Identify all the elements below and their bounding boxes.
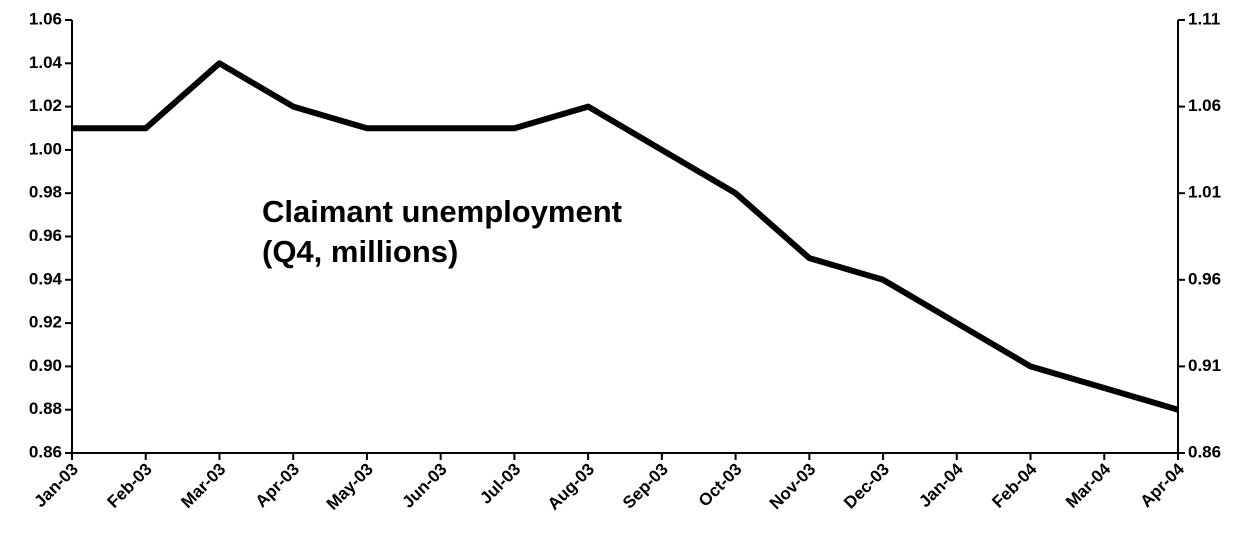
x-tick-label: Mar-03 <box>177 460 229 512</box>
x-tick-label: Nov-03 <box>766 460 820 514</box>
y-tick-label: 0.94 <box>29 269 63 288</box>
x-tick-label: May-03 <box>323 460 377 514</box>
x-tick-label: Jan-04 <box>915 459 967 511</box>
y-tick-label: 1.04 <box>29 53 63 72</box>
x-tick-label: Aug-03 <box>544 460 598 514</box>
y-tick-label: 0.96 <box>29 226 62 245</box>
x-tick-label: Feb-04 <box>988 459 1041 512</box>
y-tick-label: 1.00 <box>29 139 62 158</box>
x-tick-label: Feb-03 <box>104 460 156 512</box>
data-line <box>72 60 1179 413</box>
annotation: (Q4, millions) <box>262 234 458 269</box>
y-tick-label: 0.98 <box>29 183 62 202</box>
y2-tick-label: 0.91 <box>1188 356 1221 375</box>
x-tick-label: Apr-04 <box>1136 459 1188 511</box>
y-tick-label: 1.06 <box>29 9 62 28</box>
x-tick-label: Mar-04 <box>1062 459 1115 512</box>
y-tick-label: 0.86 <box>29 442 62 461</box>
y-tick-label: 0.92 <box>29 313 62 332</box>
x-tick-label: Sep-03 <box>619 460 672 513</box>
x-tick-label: Dec-03 <box>840 460 893 513</box>
y2-tick-label: 1.06 <box>1188 96 1221 115</box>
x-tick-label: Jan-03 <box>30 460 82 512</box>
x-tick-label: Oct-03 <box>695 460 746 511</box>
y2-tick-label: 1.01 <box>1188 183 1221 202</box>
y2-tick-label: 0.96 <box>1188 269 1221 288</box>
y-tick-label: 1.02 <box>29 96 62 115</box>
annotation: Claimant unemployment <box>262 194 622 229</box>
x-tick-label: Jul-03 <box>476 460 524 508</box>
y-tick-label: 0.88 <box>29 399 62 418</box>
y-tick-label: 0.90 <box>29 356 62 375</box>
x-tick-label: Apr-03 <box>252 460 304 512</box>
y2-tick-label: 0.86 <box>1188 442 1221 461</box>
y2-tick-label: 1.11 <box>1188 9 1220 28</box>
x-tick-label: Jun-03 <box>398 460 450 512</box>
